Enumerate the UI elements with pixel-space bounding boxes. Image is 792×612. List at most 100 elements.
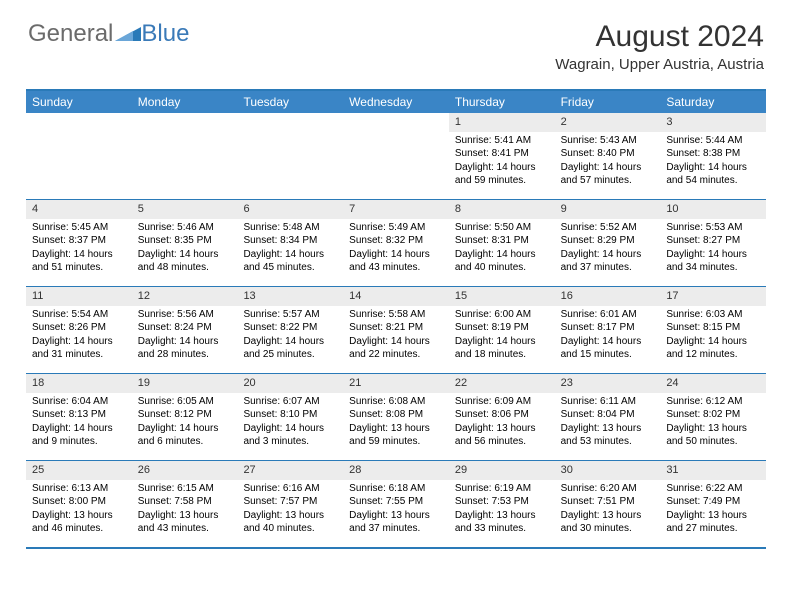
sunrise-line: Sunrise: 6:16 AM [243, 482, 337, 496]
sunrise-line: Sunrise: 6:01 AM [561, 308, 655, 322]
sunrise-line: Sunrise: 5:58 AM [349, 308, 443, 322]
daylight-line-2: and 59 minutes. [455, 174, 549, 188]
daylight-line-1: Daylight: 14 hours [32, 248, 126, 262]
day-body: Sunrise: 6:00 AMSunset: 8:19 PMDaylight:… [449, 306, 555, 366]
daylight-line-2: and 43 minutes. [138, 522, 232, 536]
day-body: Sunrise: 5:44 AMSunset: 8:38 PMDaylight:… [660, 132, 766, 192]
daylight-line-1: Daylight: 14 hours [349, 248, 443, 262]
daylight-line-2: and 56 minutes. [455, 435, 549, 449]
week-row: 18Sunrise: 6:04 AMSunset: 8:13 PMDayligh… [26, 374, 766, 461]
day-number: 2 [555, 113, 661, 132]
sunrise-line: Sunrise: 5:44 AM [666, 134, 760, 148]
day-body: Sunrise: 5:46 AMSunset: 8:35 PMDaylight:… [132, 219, 238, 279]
sunset-line: Sunset: 8:34 PM [243, 234, 337, 248]
daylight-line-2: and 57 minutes. [561, 174, 655, 188]
day-cell: 27Sunrise: 6:16 AMSunset: 7:57 PMDayligh… [237, 461, 343, 547]
day-body: Sunrise: 6:20 AMSunset: 7:51 PMDaylight:… [555, 480, 661, 540]
day-body: Sunrise: 5:52 AMSunset: 8:29 PMDaylight:… [555, 219, 661, 279]
daylight-line-1: Daylight: 13 hours [243, 509, 337, 523]
day-number: 18 [26, 374, 132, 393]
sunrise-line: Sunrise: 6:00 AM [455, 308, 549, 322]
day-cell: 1Sunrise: 5:41 AMSunset: 8:41 PMDaylight… [449, 113, 555, 199]
day-body: Sunrise: 5:53 AMSunset: 8:27 PMDaylight:… [660, 219, 766, 279]
day-cell: 12Sunrise: 5:56 AMSunset: 8:24 PMDayligh… [132, 287, 238, 373]
day-number: 5 [132, 200, 238, 219]
sunset-line: Sunset: 8:06 PM [455, 408, 549, 422]
daylight-line-1: Daylight: 14 hours [455, 335, 549, 349]
day-number: 11 [26, 287, 132, 306]
day-body: Sunrise: 6:16 AMSunset: 7:57 PMDaylight:… [237, 480, 343, 540]
day-cell [132, 113, 238, 199]
day-cell: 6Sunrise: 5:48 AMSunset: 8:34 PMDaylight… [237, 200, 343, 286]
day-body: Sunrise: 5:43 AMSunset: 8:40 PMDaylight:… [555, 132, 661, 192]
sunset-line: Sunset: 8:22 PM [243, 321, 337, 335]
day-number: 6 [237, 200, 343, 219]
header: General Blue August 2024 Wagrain, Upper … [0, 0, 792, 81]
sunrise-line: Sunrise: 5:46 AM [138, 221, 232, 235]
day-cell: 13Sunrise: 5:57 AMSunset: 8:22 PMDayligh… [237, 287, 343, 373]
day-number: 9 [555, 200, 661, 219]
daylight-line-1: Daylight: 13 hours [349, 509, 443, 523]
daylight-line-2: and 37 minutes. [561, 261, 655, 275]
sunrise-line: Sunrise: 6:11 AM [561, 395, 655, 409]
sunset-line: Sunset: 8:12 PM [138, 408, 232, 422]
daylight-line-2: and 3 minutes. [243, 435, 337, 449]
sunset-line: Sunset: 8:21 PM [349, 321, 443, 335]
daylight-line-1: Daylight: 14 hours [666, 161, 760, 175]
day-cell: 4Sunrise: 5:45 AMSunset: 8:37 PMDaylight… [26, 200, 132, 286]
day-cell: 26Sunrise: 6:15 AMSunset: 7:58 PMDayligh… [132, 461, 238, 547]
day-body: Sunrise: 5:45 AMSunset: 8:37 PMDaylight:… [26, 219, 132, 279]
day-header: Wednesday [343, 91, 449, 113]
day-number: 13 [237, 287, 343, 306]
day-header-row: SundayMondayTuesdayWednesdayThursdayFrid… [26, 91, 766, 113]
daylight-line-1: Daylight: 14 hours [32, 335, 126, 349]
day-number [132, 113, 238, 132]
daylight-line-1: Daylight: 13 hours [561, 509, 655, 523]
day-cell: 29Sunrise: 6:19 AMSunset: 7:53 PMDayligh… [449, 461, 555, 547]
day-body: Sunrise: 6:03 AMSunset: 8:15 PMDaylight:… [660, 306, 766, 366]
day-number: 24 [660, 374, 766, 393]
day-cell: 3Sunrise: 5:44 AMSunset: 8:38 PMDaylight… [660, 113, 766, 199]
day-cell: 31Sunrise: 6:22 AMSunset: 7:49 PMDayligh… [660, 461, 766, 547]
daylight-line-2: and 33 minutes. [455, 522, 549, 536]
sunrise-line: Sunrise: 6:04 AM [32, 395, 126, 409]
sunset-line: Sunset: 8:29 PM [561, 234, 655, 248]
daylight-line-2: and 22 minutes. [349, 348, 443, 362]
day-body: Sunrise: 6:09 AMSunset: 8:06 PMDaylight:… [449, 393, 555, 453]
day-cell [343, 113, 449, 199]
daylight-line-2: and 40 minutes. [243, 522, 337, 536]
daylight-line-2: and 31 minutes. [32, 348, 126, 362]
daylight-line-2: and 54 minutes. [666, 174, 760, 188]
daylight-line-2: and 46 minutes. [32, 522, 126, 536]
day-body: Sunrise: 5:54 AMSunset: 8:26 PMDaylight:… [26, 306, 132, 366]
day-body: Sunrise: 5:56 AMSunset: 8:24 PMDaylight:… [132, 306, 238, 366]
week-row: 11Sunrise: 5:54 AMSunset: 8:26 PMDayligh… [26, 287, 766, 374]
sunset-line: Sunset: 8:38 PM [666, 147, 760, 161]
sunrise-line: Sunrise: 6:13 AM [32, 482, 126, 496]
sunrise-line: Sunrise: 5:54 AM [32, 308, 126, 322]
daylight-line-2: and 28 minutes. [138, 348, 232, 362]
day-cell: 9Sunrise: 5:52 AMSunset: 8:29 PMDaylight… [555, 200, 661, 286]
day-number: 25 [26, 461, 132, 480]
sunrise-line: Sunrise: 6:15 AM [138, 482, 232, 496]
day-body: Sunrise: 6:04 AMSunset: 8:13 PMDaylight:… [26, 393, 132, 453]
sunset-line: Sunset: 7:55 PM [349, 495, 443, 509]
day-cell: 25Sunrise: 6:13 AMSunset: 8:00 PMDayligh… [26, 461, 132, 547]
sunrise-line: Sunrise: 6:03 AM [666, 308, 760, 322]
daylight-line-1: Daylight: 14 hours [243, 248, 337, 262]
title-block: August 2024 Wagrain, Upper Austria, Aust… [555, 20, 764, 73]
calendar: SundayMondayTuesdayWednesdayThursdayFrid… [26, 89, 766, 549]
day-cell: 20Sunrise: 6:07 AMSunset: 8:10 PMDayligh… [237, 374, 343, 460]
sunset-line: Sunset: 8:41 PM [455, 147, 549, 161]
sunrise-line: Sunrise: 5:45 AM [32, 221, 126, 235]
sunset-line: Sunset: 8:19 PM [455, 321, 549, 335]
daylight-line-1: Daylight: 13 hours [666, 422, 760, 436]
day-body: Sunrise: 6:11 AMSunset: 8:04 PMDaylight:… [555, 393, 661, 453]
day-cell: 11Sunrise: 5:54 AMSunset: 8:26 PMDayligh… [26, 287, 132, 373]
day-number: 30 [555, 461, 661, 480]
daylight-line-2: and 25 minutes. [243, 348, 337, 362]
daylight-line-1: Daylight: 13 hours [455, 509, 549, 523]
month-title: August 2024 [555, 20, 764, 54]
day-number: 10 [660, 200, 766, 219]
daylight-line-1: Daylight: 14 hours [32, 422, 126, 436]
